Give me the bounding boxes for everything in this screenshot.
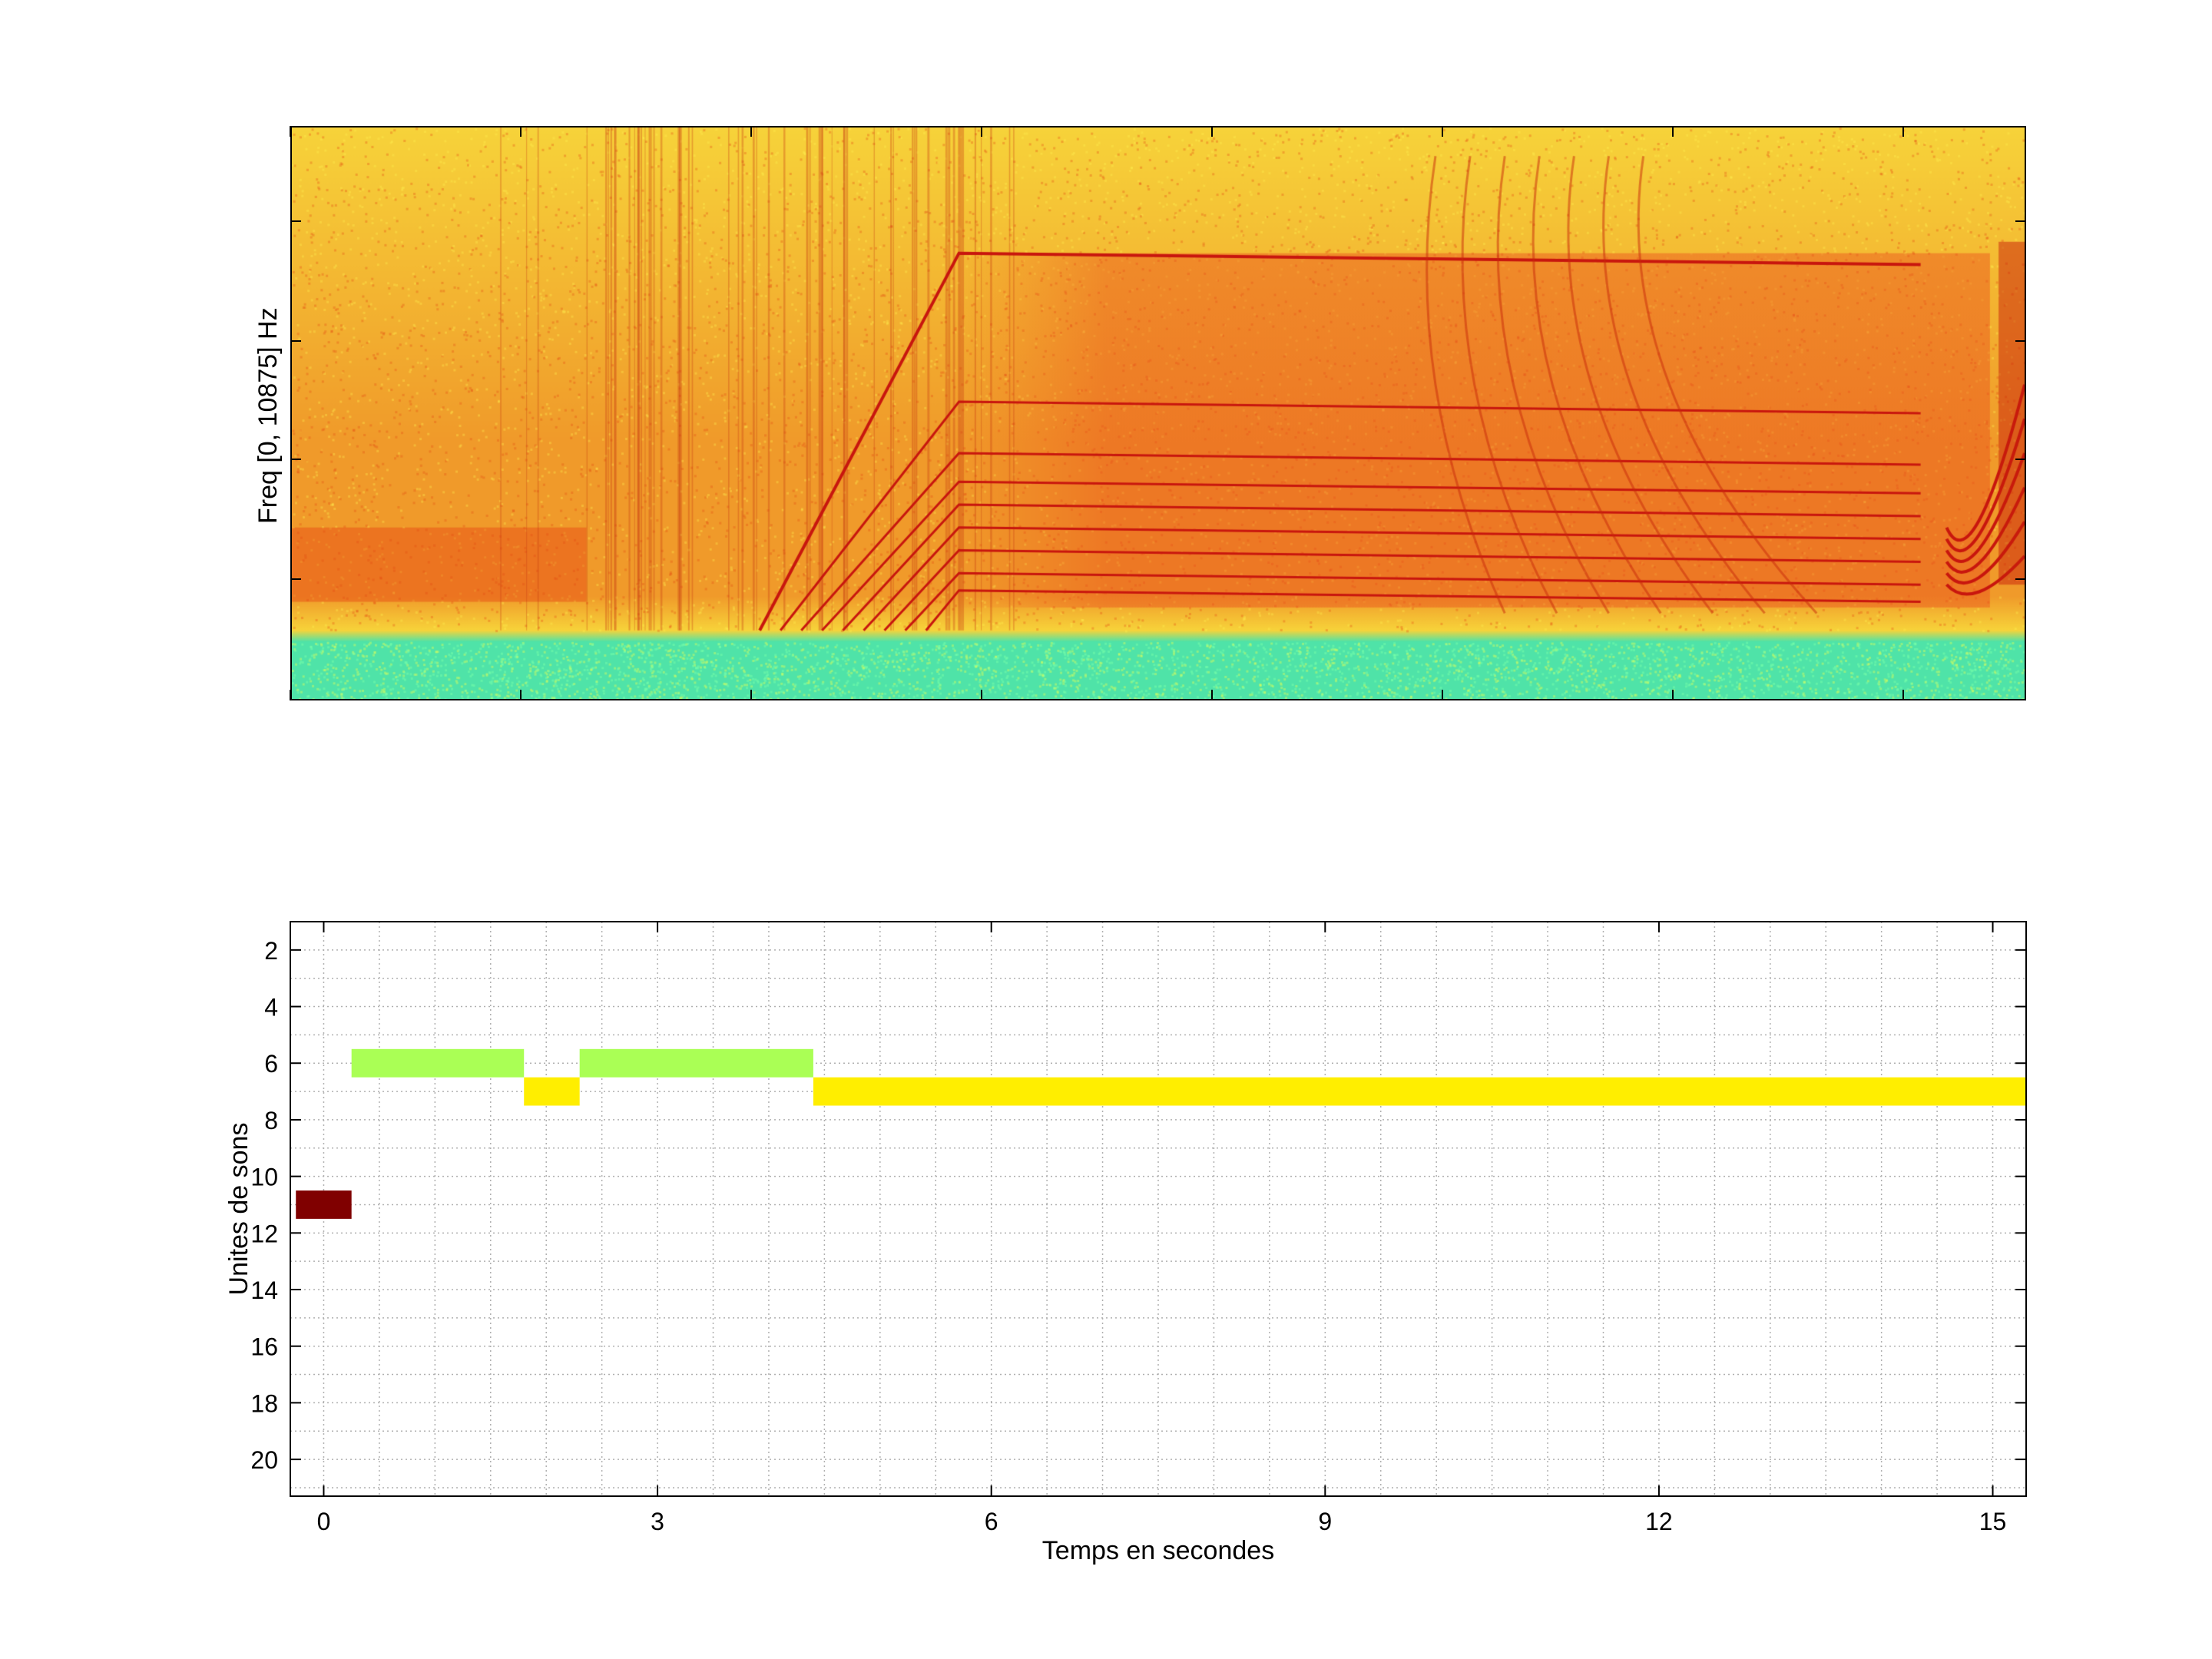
timeline-y-tick-label: 12 xyxy=(250,1220,278,1247)
timeline-x-tick-label: 3 xyxy=(651,1508,664,1535)
timeline-frame xyxy=(290,921,2027,1497)
timeline-y-tick-label: 18 xyxy=(250,1389,278,1417)
timeline-segment xyxy=(296,1190,352,1219)
timeline-y-tick-label: 14 xyxy=(250,1277,278,1304)
timeline-segment xyxy=(813,1077,2026,1106)
timeline-y-tick-label: 2 xyxy=(264,937,278,965)
timeline-y-tick-label: 20 xyxy=(250,1446,278,1474)
spectrogram-image xyxy=(292,127,2025,699)
timeline-ylabel: Unites de sons xyxy=(224,1123,253,1296)
timeline-y-tick-label: 16 xyxy=(250,1333,278,1361)
spectrogram-axes xyxy=(290,126,2026,700)
timeline-xlabel: Temps en secondes xyxy=(1042,1536,1274,1565)
timeline-segment xyxy=(524,1077,580,1106)
timeline-segment xyxy=(351,1048,525,1078)
timeline-y-tick-label: 8 xyxy=(264,1107,278,1134)
timeline-x-tick-label: 0 xyxy=(317,1508,331,1535)
timeline-y-tick-label: 10 xyxy=(250,1164,278,1191)
timeline-x-tick-label: 12 xyxy=(1645,1508,1673,1535)
timeline-x-tick-label: 6 xyxy=(985,1508,998,1535)
timeline-y-tick-label: 6 xyxy=(264,1050,278,1078)
timeline-x-tick-label: 9 xyxy=(1318,1508,1332,1535)
timeline-x-tick-label: 15 xyxy=(1979,1508,2007,1535)
timeline-segment xyxy=(579,1048,813,1078)
timeline-y-tick-label: 4 xyxy=(264,994,278,1022)
spectrogram-plot xyxy=(290,126,2026,700)
